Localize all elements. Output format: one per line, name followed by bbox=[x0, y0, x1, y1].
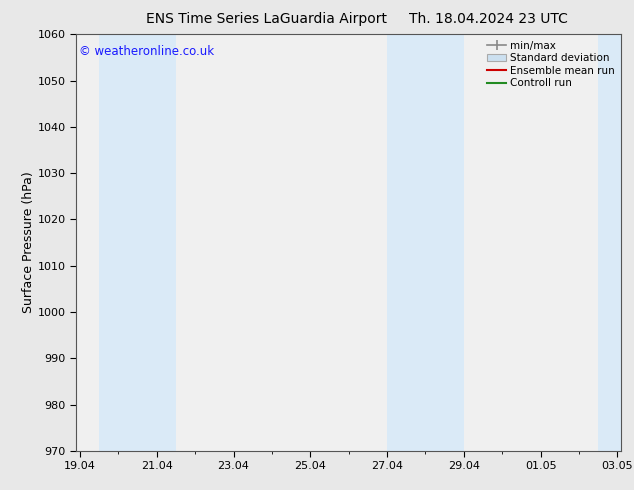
Bar bbox=[387, 34, 464, 451]
Text: Th. 18.04.2024 23 UTC: Th. 18.04.2024 23 UTC bbox=[409, 12, 567, 26]
Text: © weatheronline.co.uk: © weatheronline.co.uk bbox=[79, 45, 214, 58]
Bar bbox=[99, 34, 176, 451]
Bar bbox=[598, 34, 621, 451]
Legend: min/max, Standard deviation, Ensemble mean run, Controll run: min/max, Standard deviation, Ensemble me… bbox=[483, 36, 619, 93]
Text: ENS Time Series LaGuardia Airport: ENS Time Series LaGuardia Airport bbox=[146, 12, 387, 26]
Y-axis label: Surface Pressure (hPa): Surface Pressure (hPa) bbox=[22, 172, 35, 314]
